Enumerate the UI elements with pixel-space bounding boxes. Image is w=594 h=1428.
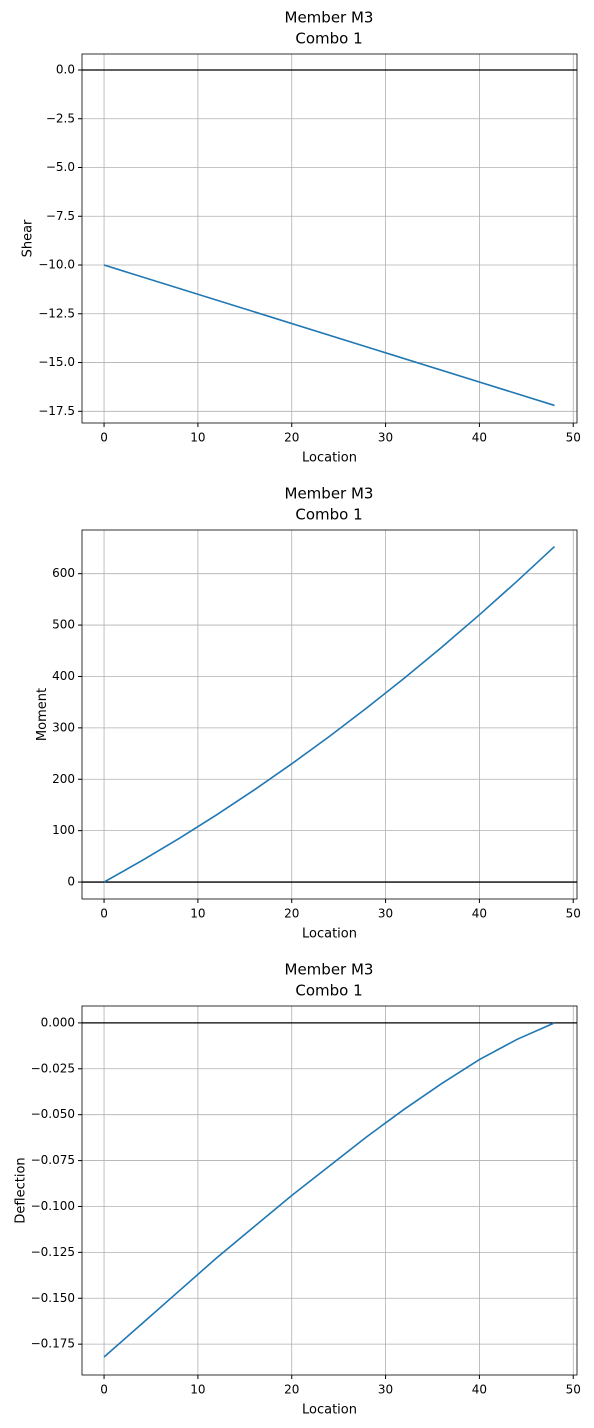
y-axis-label: Moment xyxy=(35,688,50,741)
x-tick-label: 50 xyxy=(566,431,581,445)
y-tick-label: −17.5 xyxy=(38,404,75,418)
chart-title: Member M3 xyxy=(285,961,374,979)
chart-title: Member M3 xyxy=(285,485,374,503)
x-tick-label: 20 xyxy=(284,907,299,921)
y-tick-label: −5.0 xyxy=(46,160,75,174)
x-tick-label: 10 xyxy=(190,431,205,445)
x-tick-label: 0 xyxy=(100,907,108,921)
x-tick-label: 0 xyxy=(100,431,108,445)
y-axis-label: Deflection xyxy=(13,1157,28,1223)
y-tick-label: −15.0 xyxy=(38,355,75,369)
y-tick-label: −0.150 xyxy=(31,1291,75,1305)
y-tick-label: −10.0 xyxy=(38,258,75,272)
x-tick-label: 40 xyxy=(472,431,487,445)
x-tick-label: 30 xyxy=(378,1383,393,1397)
y-tick-label: 400 xyxy=(52,669,75,683)
y-tick-label: −0.050 xyxy=(31,1107,75,1121)
chart-subtitle: Combo 1 xyxy=(295,30,362,48)
y-tick-label: 200 xyxy=(52,772,75,786)
x-tick-label: 10 xyxy=(190,907,205,921)
chart-subtitle: Combo 1 xyxy=(295,506,362,524)
y-tick-label: −0.075 xyxy=(31,1153,75,1167)
y-tick-label: −7.5 xyxy=(46,209,75,223)
x-axis-label: Location xyxy=(302,927,357,942)
data-line xyxy=(103,545,556,883)
x-tick-label: 40 xyxy=(472,1383,487,1397)
plot-frame xyxy=(81,529,578,900)
y-tick-label: −0.100 xyxy=(31,1199,75,1213)
chart-subtitle: Combo 1 xyxy=(295,982,362,1000)
y-tick-label: −0.175 xyxy=(31,1337,75,1351)
y-tick-label: −12.5 xyxy=(38,306,75,320)
y-tick-label: 0.0 xyxy=(56,62,75,76)
x-tick-label: 40 xyxy=(472,907,487,921)
y-tick-label: 100 xyxy=(52,823,75,837)
y-tick-label: 600 xyxy=(52,566,75,580)
y-tick-label: −0.025 xyxy=(31,1061,75,1075)
x-tick-label: 30 xyxy=(378,907,393,921)
x-tick-label: 10 xyxy=(190,1383,205,1397)
x-tick-label: 30 xyxy=(378,431,393,445)
x-tick-label: 20 xyxy=(284,1383,299,1397)
y-tick-label: 300 xyxy=(52,720,75,734)
y-tick-label: 0 xyxy=(67,875,75,889)
x-tick-label: 20 xyxy=(284,431,299,445)
plot-frame xyxy=(81,53,578,424)
x-tick-label: 50 xyxy=(566,1383,581,1397)
x-tick-label: 50 xyxy=(566,907,581,921)
y-tick-label: −2.5 xyxy=(46,111,75,125)
y-tick-label: −0.125 xyxy=(31,1245,75,1259)
x-axis-label: Location xyxy=(302,1403,357,1418)
x-tick-label: 0 xyxy=(100,1383,108,1397)
data-line xyxy=(103,264,555,407)
y-axis-label: Shear xyxy=(21,219,36,257)
y-tick-label: 500 xyxy=(52,618,75,632)
x-axis-label: Location xyxy=(302,451,357,466)
data-line xyxy=(103,1022,555,1358)
plot-frame xyxy=(81,1005,578,1376)
chart-title: Member M3 xyxy=(285,9,374,27)
y-tick-label: 0.000 xyxy=(41,1015,75,1029)
